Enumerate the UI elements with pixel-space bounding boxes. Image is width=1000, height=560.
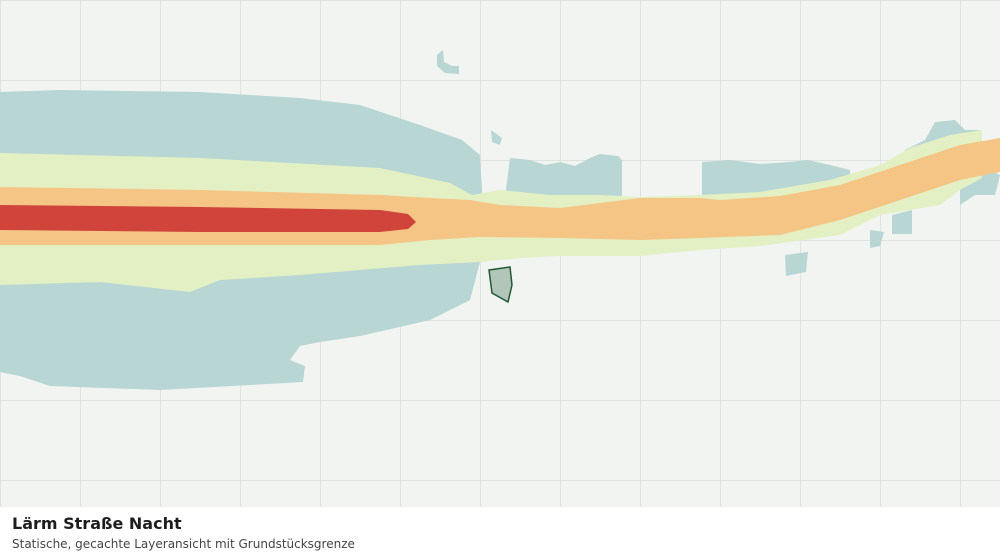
caption-panel: Lärm Straße Nacht Statische, gecachte La… xyxy=(0,507,1000,560)
noise-zone-very-high xyxy=(0,205,416,232)
layer-title: Lärm Straße Nacht xyxy=(12,514,182,533)
parcel-boundary[interactable] xyxy=(488,266,513,304)
layer-subtitle: Statische, gecachte Layeransicht mit Gru… xyxy=(12,537,355,551)
map-view xyxy=(0,0,1000,507)
